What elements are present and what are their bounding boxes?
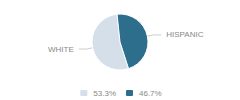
svg-text:53.3%: 53.3% — [93, 89, 116, 98]
svg-text:WHITE: WHITE — [48, 45, 74, 54]
svg-text:46.7%: 46.7% — [139, 89, 162, 98]
svg-text:HISPANIC: HISPANIC — [166, 30, 203, 39]
